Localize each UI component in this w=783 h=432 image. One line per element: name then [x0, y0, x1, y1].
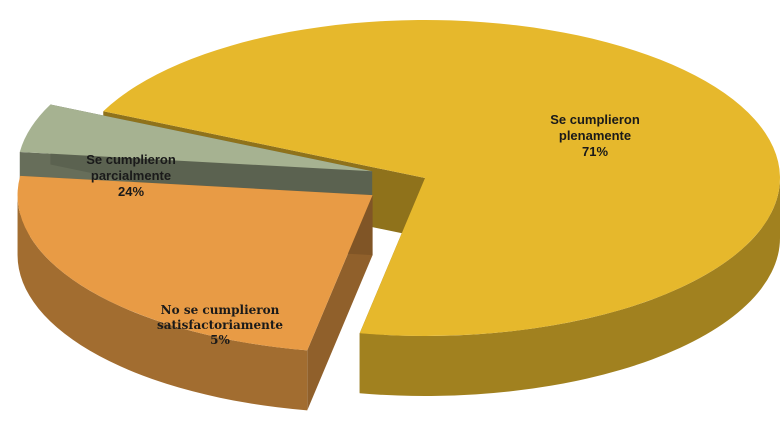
- slice-side: [17, 195, 308, 411]
- label-line: satisfactoriamente: [156, 318, 284, 332]
- label-value: 71%: [581, 144, 609, 159]
- label-value: 24%: [117, 184, 145, 199]
- slice-side: [359, 178, 780, 396]
- label-se-cumplieron-parcialmente: Se cumplieron parcialmente 24%: [56, 152, 206, 200]
- label-no-se-cumplieron: No se cumplieron satisfactoriamente 5%: [140, 303, 300, 348]
- label-line: Se cumplieron: [86, 152, 176, 167]
- label-line: plenamente: [558, 128, 632, 143]
- pie-slice-se-cumplieron-parcialmente: [17, 175, 373, 411]
- label-value: 5%: [210, 333, 230, 347]
- label-line: parcialmente: [90, 168, 172, 183]
- label-line: No se cumplieron: [160, 303, 280, 317]
- slice-top: [103, 20, 780, 337]
- label-line: Se cumplieron: [550, 112, 640, 127]
- label-se-cumplieron-plenamente: Se cumplieron plenamente 71%: [520, 112, 670, 160]
- slice-top: [17, 175, 373, 351]
- slice-top: [19, 104, 373, 172]
